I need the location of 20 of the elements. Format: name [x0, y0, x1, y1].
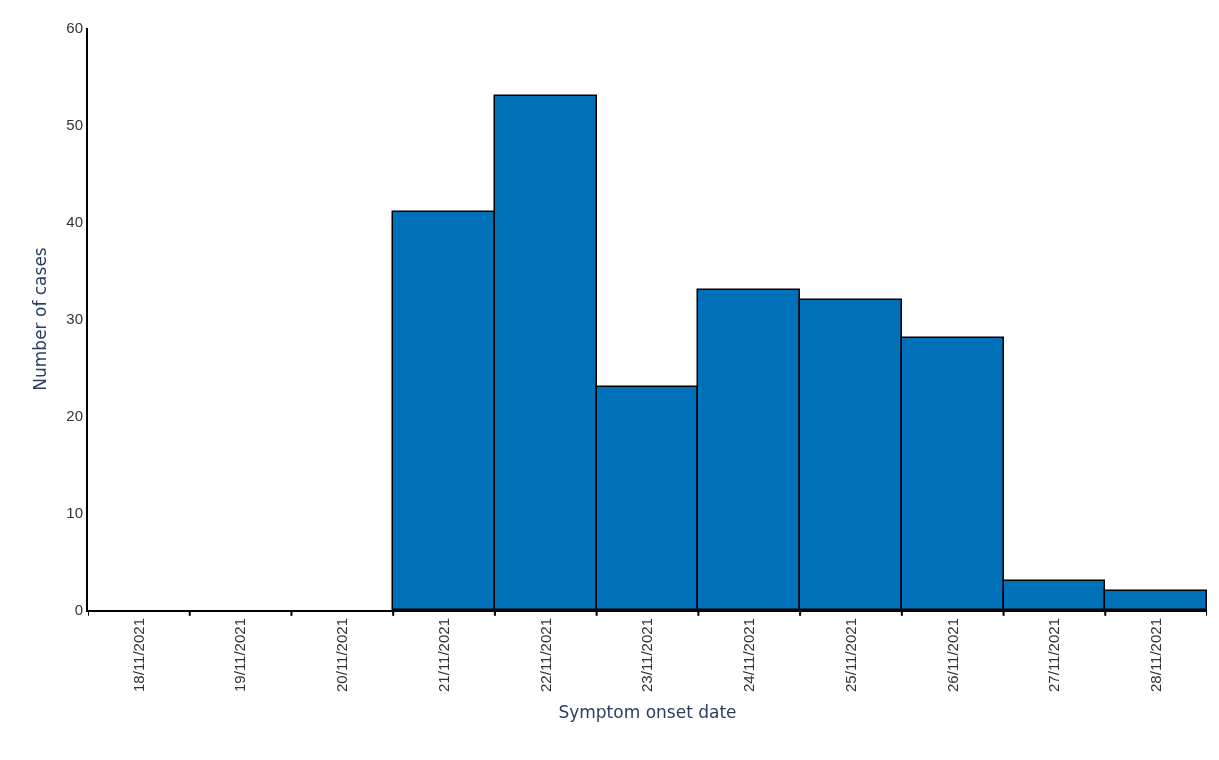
y-tick-label: 30	[66, 310, 83, 328]
y-tick-label: 20	[66, 407, 83, 425]
x-tick-label: 26/11/2021	[943, 618, 961, 692]
x-tick-label: 20/11/2021	[333, 618, 351, 692]
x-axis-title: Symptom onset date	[558, 701, 737, 722]
y-axis-title: Number of cases	[30, 247, 51, 391]
x-tick-label: 25/11/2021	[841, 618, 859, 692]
x-tick-label: 21/11/2021	[434, 618, 452, 692]
y-tick-label: 0	[74, 601, 83, 619]
y-tick-label: 10	[66, 504, 83, 522]
y-tick-label: 50	[66, 116, 83, 134]
x-tick-label: 19/11/2021	[231, 618, 249, 692]
x-tick-label: 22/11/2021	[536, 618, 554, 692]
x-tick-label: 23/11/2021	[638, 618, 656, 692]
x-tick-label: 18/11/2021	[129, 618, 147, 692]
x-tick-label: 24/11/2021	[740, 618, 758, 692]
y-tick-label: 60	[66, 19, 83, 37]
x-tick-label: 27/11/2021	[1045, 618, 1063, 692]
y-tick-label: 40	[66, 213, 83, 231]
x-tick-label: 28/11/2021	[1147, 618, 1165, 692]
